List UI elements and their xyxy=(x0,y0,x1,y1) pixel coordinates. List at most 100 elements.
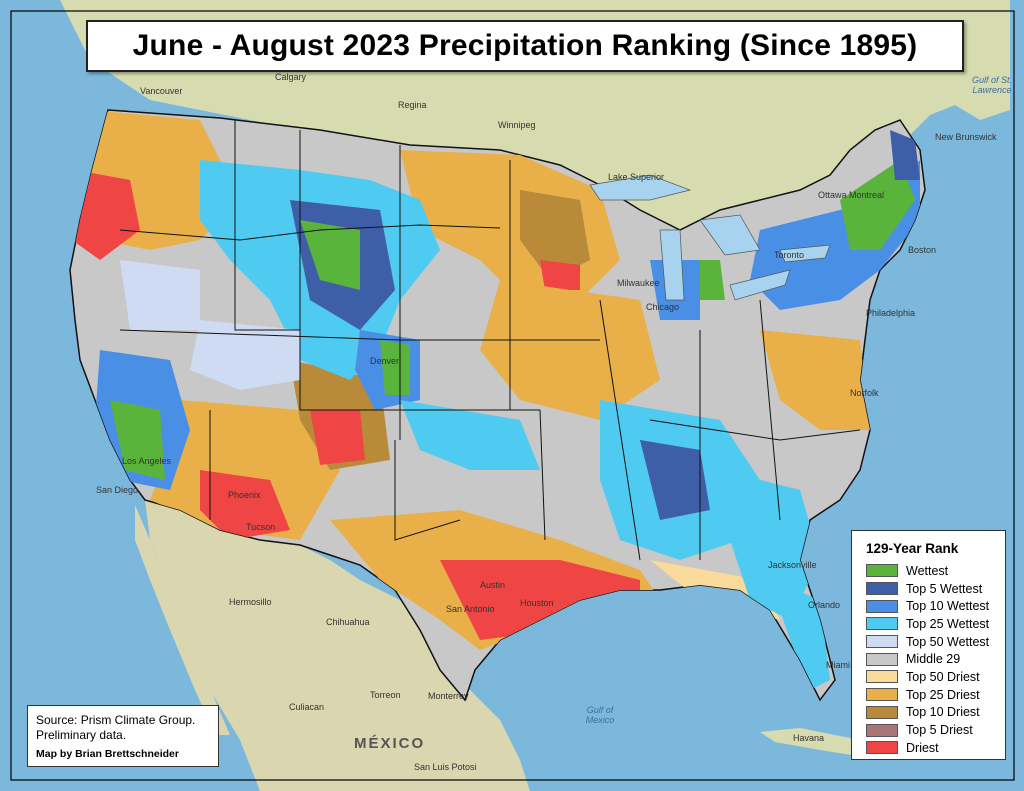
place-lakesuperior: Lake Superior xyxy=(608,172,665,182)
region-socal-wettest xyxy=(110,400,165,480)
legend-label: Top 50 Wettest xyxy=(906,634,990,649)
region-minnesota-dry xyxy=(520,190,590,280)
lake-erie xyxy=(729,269,791,301)
rank-regions xyxy=(70,110,920,690)
place-milwaukee: Milwaukee xyxy=(617,278,660,288)
place-torreon: Torreon xyxy=(370,690,401,700)
place-orlando: Orlando xyxy=(808,600,841,610)
legend-swatch xyxy=(866,599,898,613)
place-houston: Houston xyxy=(520,598,554,608)
legend: 129-Year Rank Wettest Top 5 Wettest Top … xyxy=(851,530,1006,760)
region-maine-top5 xyxy=(890,130,920,180)
legend-swatch xyxy=(866,652,898,666)
legend-item: Top 50 Wettest xyxy=(866,633,1005,651)
legend-swatch xyxy=(866,635,898,649)
legend-item: Top 25 Wettest xyxy=(866,615,1005,633)
legend-label: Middle 29 xyxy=(906,652,961,667)
legend-item: Wettest xyxy=(866,562,1005,580)
legend-item: Top 5 Driest xyxy=(866,721,1005,739)
place-tucson: Tucson xyxy=(246,522,276,532)
map-border xyxy=(10,10,1015,781)
legend-label: Top 50 Driest xyxy=(906,669,980,684)
mexico-land xyxy=(145,500,530,791)
region-midwest-dry xyxy=(480,280,660,420)
place-sanluis: San Luis Potosi xyxy=(414,762,477,772)
legend-label: Top 25 Driest xyxy=(906,687,980,702)
place-regina: Regina xyxy=(398,100,427,110)
place-norfolk: Norfolk xyxy=(850,388,879,398)
region-northeast-wet xyxy=(750,160,920,310)
legend-item: Top 5 Wettest xyxy=(866,580,1005,598)
place-austin: Austin xyxy=(480,580,506,590)
place-montreal: Ottawa Montreal xyxy=(818,190,885,200)
region-nm-driest xyxy=(310,410,365,465)
legend-item: Top 10 Driest xyxy=(866,704,1005,722)
place-denver: Denver xyxy=(370,356,400,366)
place-calgary: Calgary xyxy=(275,72,307,82)
region-georgia-wet xyxy=(720,470,820,620)
place-culiacan: Culiacan xyxy=(289,702,325,712)
place-newbrunswick: New Brunswick xyxy=(935,132,997,142)
region-virginia-dry xyxy=(760,330,870,430)
lake-huron xyxy=(699,214,761,256)
place-miami: Miami xyxy=(826,660,850,670)
region-new-england-wettest xyxy=(840,160,915,250)
region-kansas-wet xyxy=(400,400,540,470)
water-gulf-of-mexico: Gulf of Mexico xyxy=(585,705,615,725)
place-la: Los Angeles xyxy=(122,456,172,466)
place-monterrey: Monterrey xyxy=(428,691,469,701)
place-havana: Havana xyxy=(793,733,825,743)
country-mexico: MÉXICO xyxy=(354,735,426,752)
legend-swatch xyxy=(866,688,898,702)
region-nevada-wet50 xyxy=(120,260,200,330)
lake-ontario xyxy=(779,244,831,263)
legend-swatch xyxy=(866,741,898,755)
place-winnipeg: Winnipeg xyxy=(498,120,536,130)
baja-land xyxy=(135,505,230,735)
legend-label: Driest xyxy=(906,740,939,755)
legend-label: Top 10 Driest xyxy=(906,705,980,720)
place-boston: Boston xyxy=(908,245,937,255)
place-philadelphia: Philadelphia xyxy=(866,308,916,318)
region-florida-wet xyxy=(770,580,830,690)
legend-label: Wettest xyxy=(906,563,949,578)
legend-label: Top 25 Wettest xyxy=(906,616,990,631)
map-title: June - August 2023 Precipitation Ranking… xyxy=(132,29,918,62)
place-hermosillo: Hermosillo xyxy=(229,597,272,607)
legend-swatch xyxy=(866,723,898,737)
legend-swatch xyxy=(866,582,898,596)
region-arizona-dry xyxy=(150,400,340,540)
legend-item: Driest xyxy=(866,739,1005,757)
map-credit: Map by Brian Brettschneider xyxy=(36,748,179,760)
place-vancouver: Vancouver xyxy=(140,86,183,96)
place-sanantonio: San Antonio xyxy=(446,604,495,614)
legend-swatch xyxy=(866,564,898,578)
legend-item: Top 25 Driest xyxy=(866,686,1005,704)
legend-item: Top 50 Driest xyxy=(866,668,1005,686)
place-toronto: Toronto xyxy=(774,250,805,260)
place-chicago: Chicago xyxy=(646,302,680,312)
region-colorado-wettest xyxy=(380,340,410,395)
state-borders xyxy=(119,120,861,561)
legend-item: Middle 29 xyxy=(866,650,1005,668)
legend-title: 129-Year Rank xyxy=(866,541,959,556)
lake-michigan xyxy=(659,229,685,301)
water-gulf-of-st-lawrence: Gulf of St. Lawrence xyxy=(971,75,1013,95)
legend-item: Top 10 Wettest xyxy=(866,597,1005,615)
region-oregon-driest xyxy=(72,170,140,260)
legend-label: Top 5 Driest xyxy=(906,723,973,738)
region-great-basin-wet50 xyxy=(190,320,300,390)
legend-label: Top 10 Wettest xyxy=(906,599,990,614)
place-phoenix: Phoenix xyxy=(228,490,261,500)
place-sandiego: San Diego xyxy=(96,485,139,495)
legend-label: Top 5 Wettest xyxy=(906,581,983,596)
region-wyoming-wettest xyxy=(300,220,360,290)
map-title-box: June - August 2023 Precipitation Ranking… xyxy=(86,20,964,72)
place-chihuahua: Chihuahua xyxy=(326,617,370,627)
legend-swatch xyxy=(866,670,898,684)
lake-superior xyxy=(589,174,692,201)
legend-swatch xyxy=(866,705,898,719)
source-line-1: Source: Prism Climate Group. xyxy=(36,713,196,727)
